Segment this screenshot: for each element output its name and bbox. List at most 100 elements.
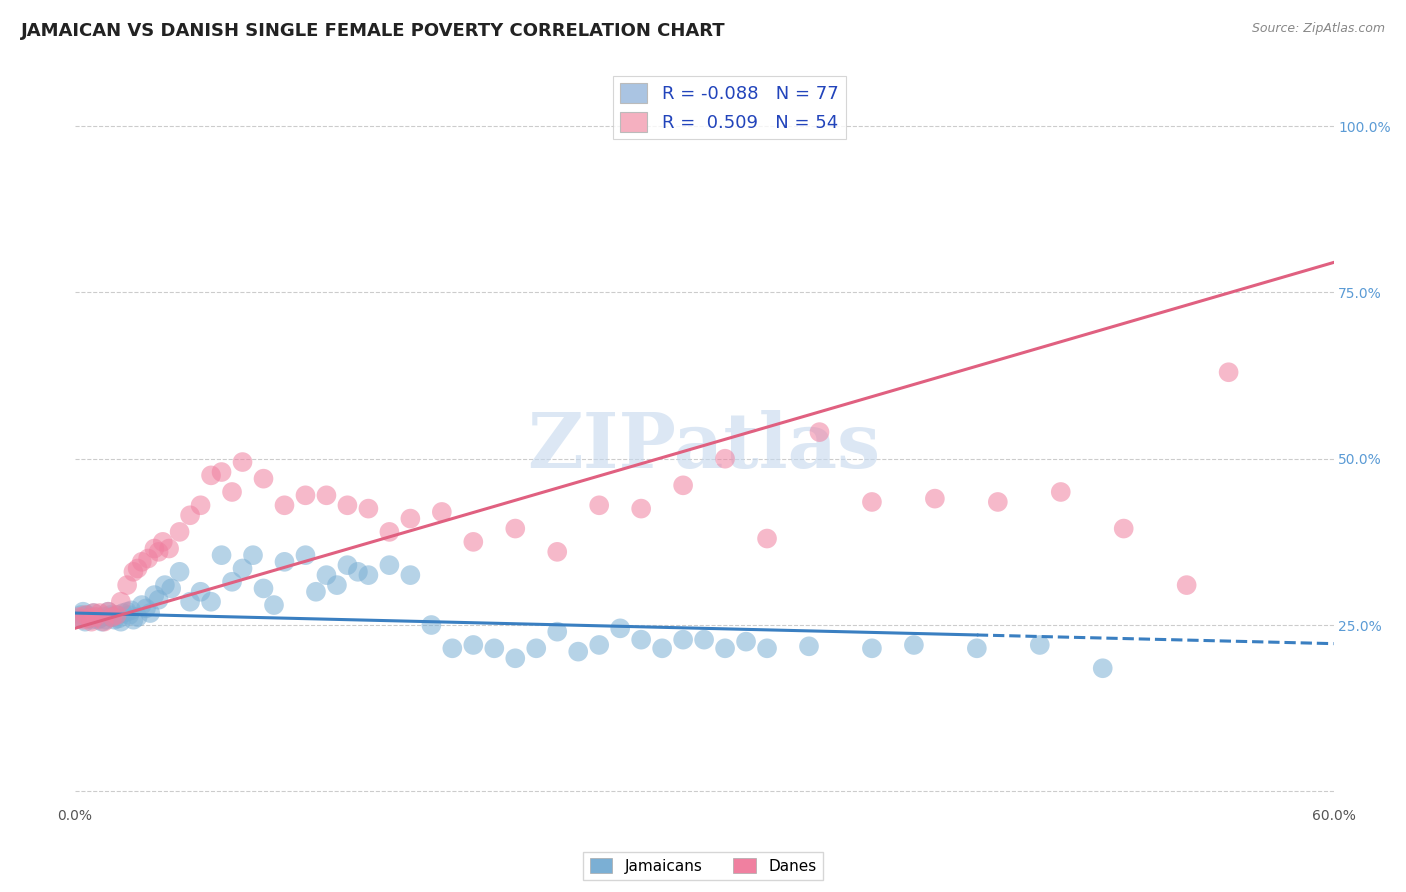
Point bbox=[169, 524, 191, 539]
Point bbox=[179, 508, 201, 523]
Point bbox=[84, 610, 107, 624]
Point bbox=[131, 598, 153, 612]
Point bbox=[200, 468, 222, 483]
Point bbox=[714, 451, 737, 466]
Point bbox=[169, 565, 191, 579]
Point bbox=[120, 603, 142, 617]
Point bbox=[75, 608, 97, 623]
Point bbox=[378, 558, 401, 573]
Point bbox=[221, 485, 243, 500]
Point bbox=[651, 641, 673, 656]
Point bbox=[107, 611, 129, 625]
Point bbox=[252, 472, 274, 486]
Point bbox=[111, 606, 134, 620]
Point bbox=[127, 561, 149, 575]
Point bbox=[294, 548, 316, 562]
Point bbox=[503, 651, 526, 665]
Point bbox=[860, 641, 883, 656]
Point bbox=[336, 558, 359, 573]
Point bbox=[72, 613, 94, 627]
Point bbox=[609, 621, 631, 635]
Point bbox=[67, 611, 90, 625]
Point bbox=[399, 568, 422, 582]
Point bbox=[110, 595, 132, 609]
Point bbox=[135, 601, 157, 615]
Point bbox=[860, 495, 883, 509]
Point bbox=[588, 638, 610, 652]
Point bbox=[118, 608, 141, 623]
Point bbox=[1091, 661, 1114, 675]
Point bbox=[924, 491, 946, 506]
Point bbox=[131, 555, 153, 569]
Point bbox=[756, 532, 779, 546]
Point bbox=[524, 641, 547, 656]
Point bbox=[399, 511, 422, 525]
Point bbox=[83, 606, 105, 620]
Point bbox=[143, 588, 166, 602]
Point bbox=[94, 613, 117, 627]
Point bbox=[546, 545, 568, 559]
Point bbox=[211, 465, 233, 479]
Point bbox=[294, 488, 316, 502]
Point bbox=[153, 578, 176, 592]
Point bbox=[93, 615, 115, 629]
Point bbox=[693, 632, 716, 647]
Point bbox=[79, 611, 101, 625]
Point bbox=[357, 568, 380, 582]
Point bbox=[672, 478, 695, 492]
Point bbox=[83, 606, 105, 620]
Point bbox=[87, 613, 110, 627]
Point bbox=[101, 610, 124, 624]
Point bbox=[441, 641, 464, 656]
Point bbox=[347, 565, 370, 579]
Point bbox=[157, 541, 180, 556]
Point bbox=[987, 495, 1010, 509]
Point bbox=[115, 578, 138, 592]
Point bbox=[211, 548, 233, 562]
Point bbox=[221, 574, 243, 589]
Point bbox=[463, 638, 485, 652]
Point bbox=[630, 501, 652, 516]
Point bbox=[72, 605, 94, 619]
Point bbox=[326, 578, 349, 592]
Point bbox=[252, 582, 274, 596]
Point bbox=[76, 608, 98, 623]
Point bbox=[231, 455, 253, 469]
Point bbox=[101, 610, 124, 624]
Point bbox=[136, 551, 159, 566]
Point bbox=[98, 608, 121, 623]
Point bbox=[378, 524, 401, 539]
Point bbox=[1029, 638, 1052, 652]
Point bbox=[70, 608, 93, 623]
Point bbox=[139, 606, 162, 620]
Point bbox=[546, 624, 568, 639]
Legend: R = -0.088   N = 77, R =  0.509   N = 54: R = -0.088 N = 77, R = 0.509 N = 54 bbox=[613, 76, 845, 139]
Point bbox=[1112, 522, 1135, 536]
Point bbox=[127, 610, 149, 624]
Point bbox=[484, 641, 506, 656]
Point bbox=[84, 610, 107, 624]
Point bbox=[672, 632, 695, 647]
Point bbox=[89, 606, 111, 620]
Point bbox=[190, 584, 212, 599]
Point bbox=[966, 641, 988, 656]
Point bbox=[263, 598, 285, 612]
Point bbox=[430, 505, 453, 519]
Point bbox=[152, 534, 174, 549]
Point bbox=[630, 632, 652, 647]
Point bbox=[91, 615, 114, 629]
Point bbox=[714, 641, 737, 656]
Point bbox=[336, 498, 359, 512]
Point bbox=[315, 488, 337, 502]
Point bbox=[89, 611, 111, 625]
Point bbox=[79, 611, 101, 625]
Point bbox=[1049, 485, 1071, 500]
Point bbox=[1218, 365, 1240, 379]
Point bbox=[1175, 578, 1198, 592]
Point bbox=[273, 498, 295, 512]
Point bbox=[110, 615, 132, 629]
Point bbox=[756, 641, 779, 656]
Point bbox=[97, 605, 120, 619]
Point bbox=[305, 584, 328, 599]
Point bbox=[588, 498, 610, 512]
